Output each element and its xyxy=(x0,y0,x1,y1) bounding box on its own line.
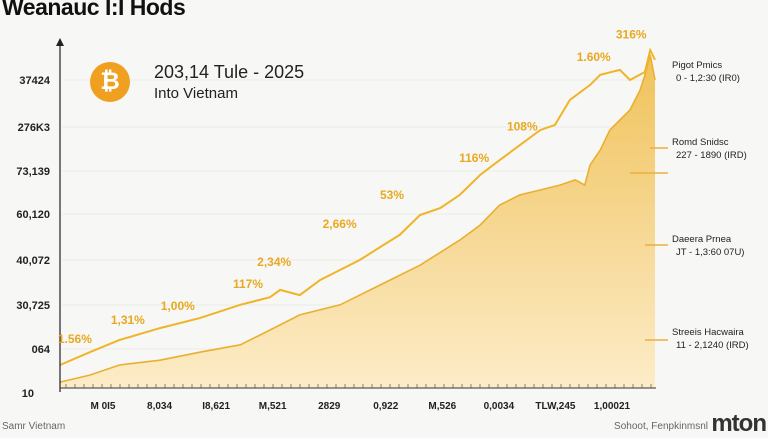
data-label: 108% xyxy=(507,119,538,133)
data-label: 2,66% xyxy=(323,217,357,231)
callout: Romd Snidsc 227 - 1890 (IRD) xyxy=(672,136,747,162)
header-line2: Into Vietnam xyxy=(154,85,238,102)
callout: Daeera Prnea JT - 1,3:60 07U) xyxy=(672,233,744,259)
callout-label: Pigot Pmics xyxy=(672,60,723,71)
callout-value: 11 - 2,1240 (IRD) xyxy=(676,340,749,351)
x-tick-label: 8,034 xyxy=(147,401,172,412)
footer-source: Samr Vietnam xyxy=(2,421,66,432)
data-label: 1.56% xyxy=(58,332,92,346)
y-tick-label: 37424 xyxy=(19,75,50,87)
chart-title: Weanauc I:I Hods xyxy=(2,0,186,20)
callout-value: 227 - 1890 (IRD) xyxy=(676,150,747,161)
header-line1: 203,14 Tule - 2025 xyxy=(154,62,305,82)
callout: Pigot Pmics 0 - 1,2:30 (IR0) xyxy=(672,59,740,85)
y-tick-label: 60,120 xyxy=(16,209,50,221)
footer-credit: Sohoot, Fenpkinmsnl xyxy=(614,421,708,432)
y-tick-label: 064 xyxy=(32,344,51,356)
x-tick-label: 0,922 xyxy=(373,401,398,412)
data-label: 1,31% xyxy=(111,313,145,327)
x-tick-label: I8,621 xyxy=(202,401,230,412)
callout-label: Daeera Prnea xyxy=(672,234,732,245)
data-label: 116% xyxy=(459,151,489,165)
chart-header: ₿ 203,14 Tule - 2025 Into Vietnam xyxy=(90,62,304,102)
y-tick-label: 73,139 xyxy=(16,166,50,178)
data-label: 2,34% xyxy=(257,255,291,269)
bitcoin-icon: ₿ xyxy=(90,62,130,102)
y-tick-label: 40,072 xyxy=(16,255,50,267)
x-tick-label: 1,00021 xyxy=(594,401,631,412)
data-label: 53% xyxy=(380,188,404,202)
y-axis-arrow-icon xyxy=(56,38,64,46)
data-label: 1.60% xyxy=(577,50,611,64)
data-label: 117% xyxy=(233,277,263,291)
area-fill xyxy=(60,55,655,388)
callout-value: JT - 1,3:60 07U) xyxy=(676,247,745,258)
callout-value: 0 - 1,2:30 (IR0) xyxy=(676,73,740,84)
data-label: 316% xyxy=(616,27,647,41)
x-tick-label: 0,0034 xyxy=(484,401,515,412)
upper-line xyxy=(59,47,656,366)
area-top-line xyxy=(59,54,656,383)
x-tick-label: TLW,245 xyxy=(535,401,575,412)
callout-label: Streeis Hacwaira xyxy=(672,327,744,338)
brand-logo: mton xyxy=(711,410,767,437)
x-tick-label: 2829 xyxy=(318,401,341,412)
x-tick-label: M,521 xyxy=(259,401,287,412)
callout-label: Romd Snidsc xyxy=(672,137,729,148)
callout: Streeis Hacwaira 11 - 2,1240 (IRD) xyxy=(672,326,749,352)
x-tick-label: M 0I5 xyxy=(90,401,115,412)
data-label: 1,00% xyxy=(161,299,195,313)
y-tick-label: 10 xyxy=(22,388,34,400)
y-tick-label: 276K3 xyxy=(18,122,50,134)
x-tick-label: M,526 xyxy=(428,401,456,412)
y-tick-label: 30,725 xyxy=(16,300,50,312)
